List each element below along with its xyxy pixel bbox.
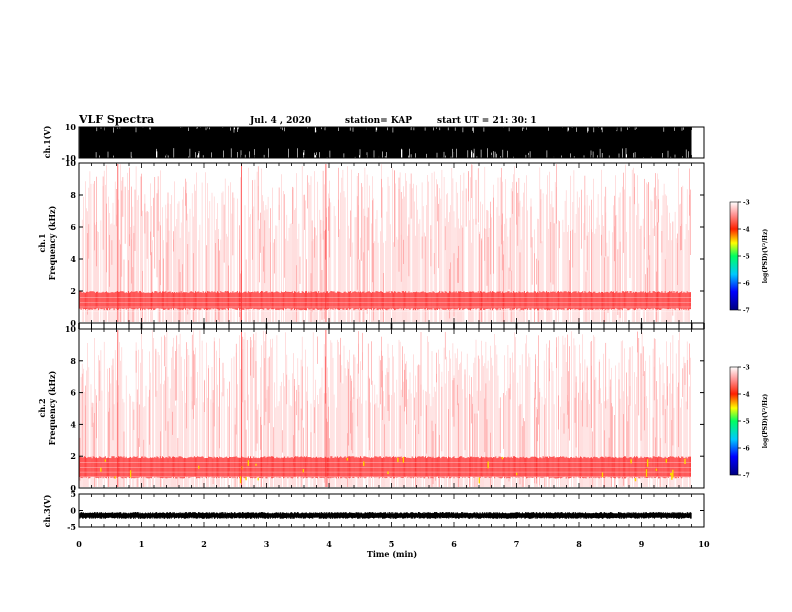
colorbar-tick-label: -3	[743, 365, 750, 372]
ch1-waveform-y-tick-label: -10	[62, 153, 77, 163]
colorbar-tick-label: -7	[743, 473, 750, 480]
ch1-waveform-ylabel: ch.1(V)	[42, 125, 52, 158]
time-tick-label: 9	[639, 539, 645, 549]
time-tick-label: 10	[698, 539, 710, 549]
ch1-spectrogram-band	[79, 291, 691, 311]
ch2-colorbar-gradient	[729, 366, 739, 476]
ch2-spectrogram-y-tick-label: 6	[70, 388, 76, 398]
ch2-spectrogram-yellow-spots	[100, 456, 686, 484]
colorbar-tick-label: -5	[743, 254, 750, 261]
ch1-spectrogram-y-tick-label: 8	[70, 190, 76, 200]
colorbar-tick-label: -4	[743, 392, 750, 399]
time-tick-label: 3	[264, 539, 270, 549]
station-label: station= KAP	[345, 116, 412, 126]
ch1-spectrogram-y-tick-label: 6	[70, 222, 76, 232]
ch3-waveform-y-tick-label: 5	[70, 489, 76, 499]
time-tick-label: 1	[139, 539, 145, 549]
ch2-spectrogram-ylabel-line1: ch.2	[37, 398, 47, 417]
colorbar-tick-label: -6	[743, 446, 750, 453]
time-axis-label: Time (min)	[367, 549, 417, 559]
ch1-spectrogram-ylabel-line1: ch.1	[37, 233, 47, 252]
colorbar-tick-label: -4	[743, 227, 750, 234]
ch2-colorbar: log(PSD)(V²/Hz) -3 -4 -5 -6 -7	[729, 365, 769, 480]
ch3-waveform-ylabel: ch.3(V)	[42, 494, 52, 527]
ch1-spectrogram-y-tick-label: 2	[70, 286, 76, 296]
time-tick-label: 8	[576, 539, 582, 549]
ch2-spectrogram-y-tick-label: 0	[70, 483, 76, 493]
ch1-waveform-line	[79, 127, 692, 158]
time-tick-label: 7	[514, 539, 520, 549]
ch1-colorbar-gradient	[729, 201, 739, 311]
colorbar-tick-label: -6	[743, 281, 750, 288]
time-tick-label: 0	[76, 539, 82, 549]
time-tick-label: 6	[451, 539, 457, 549]
colorbar-tick-label: -5	[743, 419, 750, 426]
spectrogram-separator-ticks	[78, 322, 705, 330]
ch3-waveform-y-tick-label: -5	[67, 522, 76, 532]
ch1-colorbar: log(PSD)(V²/Hz) -3 -4 -5 -6 -7	[729, 200, 769, 315]
colorbar-tick-label: -7	[743, 308, 750, 315]
ch3-waveform-trace	[79, 512, 692, 519]
ch2-spectrogram-panel: 0 2 4 6 8 10 ch.2 Frequency (kHz)	[37, 324, 705, 493]
separator-box	[691, 322, 705, 330]
ch3-waveform-y-tick-label: 0	[70, 506, 76, 516]
ch1-spectrogram-y-tick-label: 10	[65, 158, 77, 168]
ch2-spectrogram-y-tick-label: 8	[70, 356, 76, 366]
ch1-waveform-trace	[79, 127, 692, 158]
ch1-waveform-panel: 10 -10 ch.1(V)	[42, 122, 705, 163]
ch2-spectrogram-y-tick-label: 10	[65, 324, 77, 334]
time-tick-label: 5	[389, 539, 395, 549]
ch1-waveform-y-tick-label: 10	[65, 122, 77, 132]
date-label: Jul. 4 , 2020	[249, 116, 311, 126]
ch3-waveform-line	[79, 512, 692, 519]
ch2-spectrogram-ylabel-line2: Frequency (kHz)	[47, 370, 57, 445]
ch2-spectrogram-image	[79, 330, 692, 487]
ch2-spectrogram-y-tick-label: 2	[70, 451, 76, 461]
time-axis: 0 1 2 3 4 5 6 7 8 9 10	[76, 539, 710, 549]
colorbar-tick-label: -3	[743, 200, 750, 207]
ch1-colorbar-label: log(PSD)(V²/Hz)	[762, 229, 769, 284]
time-tick-label: 4	[326, 539, 332, 549]
ch1-spectrogram-y-tick-label: 4	[70, 254, 76, 264]
figure-title: VLF Spectra	[78, 113, 154, 126]
ch1-spectrogram-streaks	[87, 164, 691, 322]
ch1-spectrogram-ylabel-line2: Frequency (kHz)	[47, 205, 57, 280]
ch1-spectrogram-y-tick-label: 0	[70, 318, 76, 328]
start-ut-label: start UT = 21: 30: 1	[437, 116, 537, 126]
time-tick-label: 2	[201, 539, 207, 549]
ch1-spectrogram-panel: 0 2 4 6 8 10 ch.1 Frequency (kHz)	[37, 158, 705, 328]
ch2-spectrogram-y-tick-label: 4	[70, 419, 76, 429]
ch2-colorbar-label: log(PSD)(V²/Hz)	[762, 394, 769, 449]
ch3-waveform-panel: 5 0 -5 ch.3(V)	[42, 489, 705, 532]
ch1-spectrogram-image	[79, 164, 692, 322]
